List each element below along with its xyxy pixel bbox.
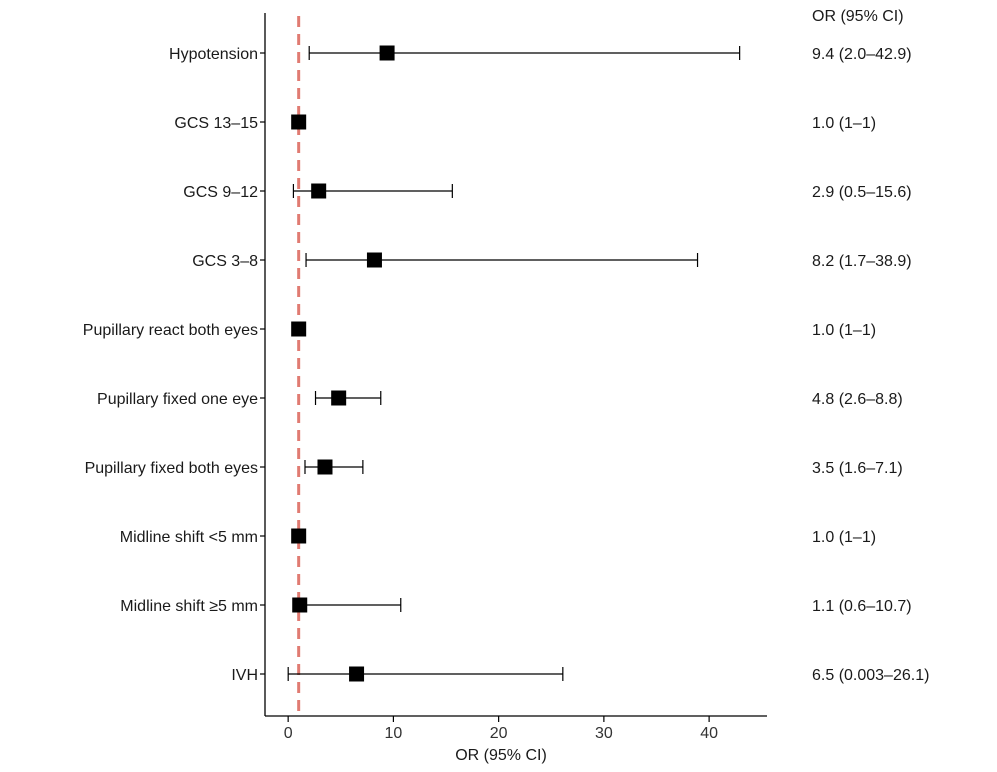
odds-ratio-marker (379, 45, 395, 61)
ci-text: 2.9 (0.5–15.6) (812, 184, 912, 201)
odds-ratio-marker (291, 114, 307, 130)
ci-text: 1.0 (1–1) (812, 529, 876, 546)
x-tick-label: 10 (384, 725, 402, 742)
ci-text: 1.1 (0.6–10.7) (812, 598, 912, 615)
row-label: GCS 13–15 (174, 115, 258, 132)
odds-ratio-marker (311, 183, 327, 199)
odds-ratio-marker (349, 666, 365, 682)
ci-text: 4.8 (2.6–8.8) (812, 391, 903, 408)
odds-ratio-marker (291, 321, 307, 337)
row-label: GCS 9–12 (183, 184, 258, 201)
odds-ratio-marker (317, 459, 333, 475)
x-tick-label: 30 (595, 725, 613, 742)
or-column-header: OR (95% CI) (812, 8, 904, 25)
axis-layer: 0 10 20 30 40 (260, 13, 767, 742)
row-label: Pupillary fixed both eyes (85, 460, 258, 477)
x-tick-label: 20 (490, 725, 508, 742)
row-label: Midline shift ≥5 mm (120, 598, 258, 615)
odds-ratio-marker (366, 252, 382, 268)
ci-text: 9.4 (2.0–42.9) (812, 46, 912, 63)
odds-ratio-marker (292, 597, 308, 613)
odds-ratio-marker (331, 390, 347, 406)
ci-text: 1.0 (1–1) (812, 322, 876, 339)
ci-text: 8.2 (1.7–38.9) (812, 253, 912, 270)
ci-text: 6.5 (0.003–26.1) (812, 667, 929, 684)
row-label: GCS 3–8 (192, 253, 258, 270)
ci-text: 3.5 (1.6–7.1) (812, 460, 903, 477)
ci-text: 1.0 (1–1) (812, 115, 876, 132)
odds-ratio-marker (291, 528, 307, 544)
x-tick-label: 0 (284, 725, 293, 742)
row-label: Pupillary react both eyes (83, 322, 258, 339)
row-label: Midline shift <5 mm (120, 529, 258, 546)
x-tick-label: 40 (700, 725, 718, 742)
x-axis-title: OR (95% CI) (455, 747, 547, 764)
row-label: Pupillary fixed one eye (97, 391, 258, 408)
row-label: IVH (231, 667, 258, 684)
row-label: Hypotension (169, 46, 258, 63)
rows-layer: Hypotension 9.4 (2.0–42.9) GCS 13–15 1.0 (1… (83, 45, 929, 684)
